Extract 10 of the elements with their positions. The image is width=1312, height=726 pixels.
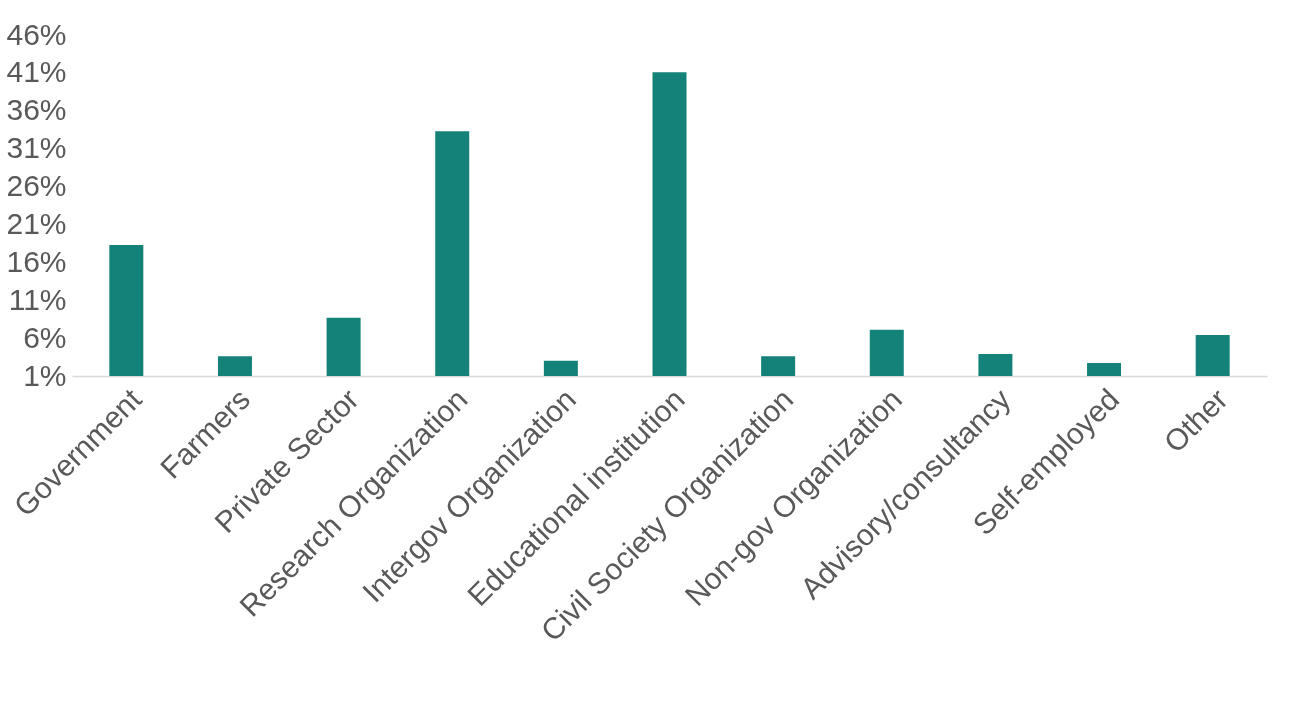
y-tick-label: 1% [23,358,67,392]
y-tick-label: 26% [6,169,67,203]
y-tick-label: 31% [6,131,67,165]
y-tick-label: 6% [23,320,67,354]
y-tick-label: 21% [6,206,67,240]
y-tick-label: 36% [6,93,67,127]
y-tick-label: 16% [6,244,67,278]
y-tick-label: 46% [6,17,67,51]
y-tick-label: 11% [8,282,67,316]
y-tick-label: 41% [6,55,67,89]
